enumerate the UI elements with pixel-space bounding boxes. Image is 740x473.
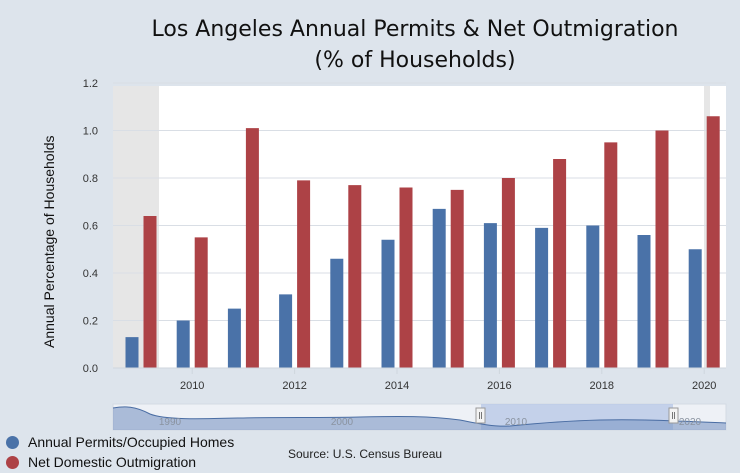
bar-outmigration[interactable] [501,178,515,368]
bar-permits[interactable] [227,308,241,368]
x-tick-label: 2018 [590,380,614,392]
bar-outmigration[interactable] [399,187,413,369]
source-credit: Source: U.S. Census Bureau [288,447,443,461]
legend-item-permits[interactable]: Annual Permits/Occupied Homes [6,432,234,452]
navigator-series-area [113,406,726,430]
chart-title-line2: (% of Households) [314,48,516,73]
chart-title-line1: Los Angeles Annual Permits & Net Outmigr… [151,17,679,42]
navigator-handle-left[interactable] [475,407,486,424]
gridlines [113,82,726,321]
bar-outmigration[interactable] [143,216,157,368]
y-axis-label: Annual Percentage of Households [41,135,57,348]
legend-label-outmigration: Net Domestic Outmigration [28,454,197,470]
bar-permits[interactable] [432,208,446,368]
navigator-tick-label: 2000 [331,417,354,428]
bar-permits[interactable] [330,258,344,368]
bar-permits[interactable] [483,223,497,368]
legend-label-permits: Annual Permits/Occupied Homes [28,434,235,450]
y-axis-ticks: 0.0 0.2 0.4 0.6 0.8 1.0 1.2 [83,78,98,375]
y-tick-label: 0.0 [83,363,98,375]
bar-permits[interactable] [279,294,293,368]
legend-item-outmigration[interactable]: Net Domestic Outmigration [6,452,234,472]
y-tick-label: 1.0 [83,126,98,138]
bar-outmigration[interactable] [706,116,720,368]
legend: Annual Permits/Occupied Homes Net Domest… [6,432,234,472]
y-tick-label: 0.4 [83,268,98,280]
bar-permits[interactable] [125,337,139,368]
bars [125,116,720,369]
navigator-tick-label: 1990 [159,417,182,428]
bar-outmigration[interactable] [194,237,208,368]
chart-title: Los Angeles Annual Permits & Net Outmigr… [0,14,740,76]
y-tick-label: 0.2 [83,316,98,328]
y-tick-label: 1.2 [83,78,98,90]
x-tick-label: 2014 [385,380,409,392]
x-tick-label: 2020 [692,380,716,392]
bar-permits[interactable] [688,249,702,368]
y-tick-label: 0.6 [83,221,98,233]
navigator-tick-label: 2010 [505,417,528,428]
legend-dot-permits [6,435,19,449]
bar-outmigration[interactable] [348,185,362,368]
legend-dot-outmigration [6,455,19,469]
navigator-ticks: 1990 2000 2010 2020 [159,417,702,428]
bar-permits[interactable] [176,320,190,369]
bar-outmigration[interactable] [245,128,259,368]
navigator-series-line [112,406,727,427]
navigator-tick-label: 2020 [679,417,702,428]
bar-outmigration[interactable] [655,130,669,369]
navigator[interactable]: 1990 2000 2010 2020 [112,403,727,431]
bar-outmigration[interactable] [297,180,311,368]
bar-permits[interactable] [586,225,600,369]
bar-outmigration[interactable] [604,142,618,368]
y-tick-label: 0.8 [83,173,98,185]
bar-permits[interactable] [535,227,549,368]
x-tick-label: 2010 [180,380,204,392]
bar-permits[interactable] [637,235,651,368]
bar-outmigration[interactable] [553,159,567,368]
bar-outmigration[interactable] [450,189,464,368]
x-tick-label: 2016 [487,380,511,392]
x-tick-label: 2012 [282,380,306,392]
bar-permits[interactable] [381,239,395,368]
navigator-handle-right[interactable] [668,407,679,424]
x-axis-ticks: 2010 2012 2014 2016 2018 2020 [180,368,716,392]
